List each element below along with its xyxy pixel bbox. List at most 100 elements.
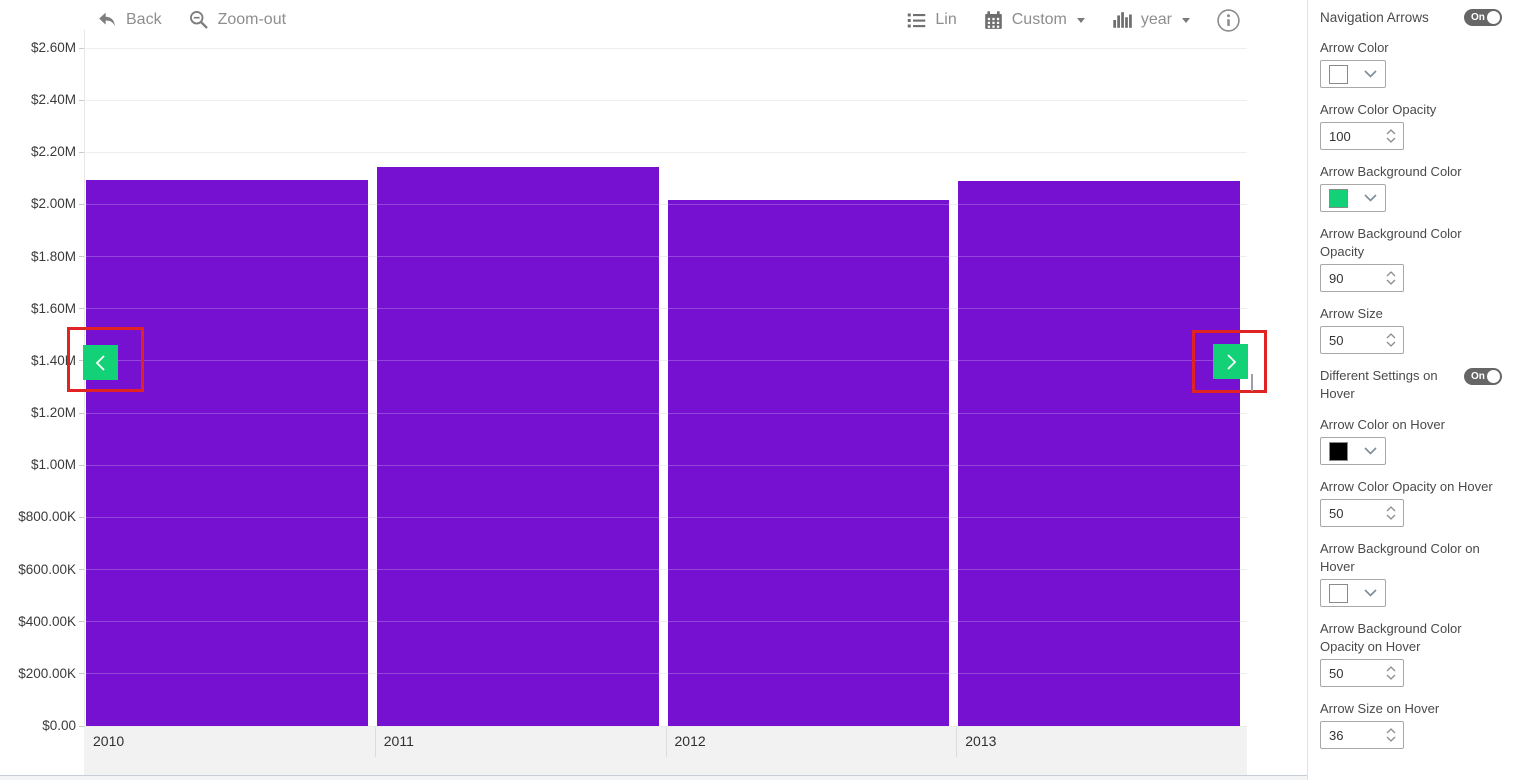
number-stepper[interactable] <box>1386 271 1396 285</box>
back-button[interactable]: Back <box>96 9 162 31</box>
date-granularity-dropdown[interactable]: Custom <box>983 10 1085 31</box>
navigation-arrows-toggle[interactable]: On <box>1464 9 1502 26</box>
arrow-bg-color-opacity-hover-input[interactable] <box>1329 665 1377 681</box>
right-arrow-highlight-box <box>1192 330 1267 393</box>
y-tick-label: $1.00M <box>30 457 76 473</box>
chevron-down-icon <box>1364 447 1377 455</box>
number-stepper[interactable] <box>1386 129 1396 143</box>
color-swatch <box>1329 583 1348 603</box>
arrow-color-opacity-input[interactable] <box>1329 128 1377 144</box>
y-tick-label: $1.20M <box>30 405 76 421</box>
y-axis-labels: $2.60M $2.40M $2.20M $2.00M $1.80M $1.60M $1.4… <box>0 40 84 733</box>
info-button[interactable] <box>1216 8 1241 33</box>
arrow-size-label: Arrow Size <box>1320 306 1383 321</box>
bar-2013[interactable] <box>958 181 1240 726</box>
chevron-left-icon <box>93 353 109 373</box>
hover-settings-toggle[interactable]: On <box>1464 368 1502 385</box>
x-tick-label: 2013 <box>965 733 997 749</box>
arrow-color-dropdown[interactable] <box>1320 60 1386 88</box>
y-tick-label: $800.00K <box>18 509 76 525</box>
arrow-bg-color-opacity-field <box>1320 264 1404 292</box>
hover-settings-label: Different Settings on Hover <box>1320 368 1438 401</box>
list-icon <box>906 10 927 31</box>
arrow-size-hover-input[interactable] <box>1329 727 1377 743</box>
arrow-color-opacity-hover-label: Arrow Color Opacity on Hover <box>1320 479 1493 494</box>
linear-scale-label: Lin <box>935 11 957 28</box>
nav-arrow-right-button[interactable] <box>1213 344 1248 379</box>
y-tick-label: $1.40M <box>30 352 76 368</box>
chevron-down-icon <box>1182 17 1190 23</box>
bar-2012[interactable] <box>667 200 950 726</box>
number-stepper[interactable] <box>1386 666 1396 680</box>
chevron-right-icon <box>1223 352 1239 372</box>
arrow-bg-color-hover-dropdown[interactable] <box>1320 579 1386 607</box>
arrow-color-opacity-label: Arrow Color Opacity <box>1320 102 1437 117</box>
arrow-size-field <box>1320 326 1404 354</box>
arrow-bg-color-dropdown[interactable] <box>1320 184 1386 212</box>
x-tick-label: 2010 <box>93 733 125 749</box>
y-tick-label: $400.00K <box>18 613 76 629</box>
arrow-size-hover-field <box>1320 721 1404 749</box>
format-panel: Navigation Arrows On Arrow Color Arrow C… <box>1307 0 1522 780</box>
arrow-color-opacity-hover-input[interactable] <box>1329 505 1377 521</box>
x-axis-strip: 2010 2011 2012 2013 <box>84 726 1247 775</box>
arrow-color-label: Arrow Color <box>1320 40 1389 55</box>
bar-2011[interactable] <box>376 167 659 726</box>
zoom-out-label: Zoom-out <box>217 11 287 28</box>
arrow-bg-color-label: Arrow Background Color <box>1320 164 1462 179</box>
year-level-dropdown[interactable]: year <box>1111 9 1190 31</box>
left-arrow-highlight-box <box>67 327 144 392</box>
linear-scale-button[interactable]: Lin <box>906 10 957 31</box>
arrow-size-hover-label: Arrow Size on Hover <box>1320 701 1440 716</box>
y-tick-label: $0.00 <box>42 718 76 733</box>
number-stepper[interactable] <box>1386 728 1396 742</box>
y-tick-label: $2.40M <box>30 92 76 108</box>
arrow-color-opacity-field <box>1320 122 1404 150</box>
y-tick-label: $2.60M <box>30 40 76 55</box>
y-tick-label: $2.20M <box>30 144 76 160</box>
number-stepper[interactable] <box>1386 333 1396 347</box>
bottom-padding <box>0 776 1522 780</box>
year-level-label: year <box>1140 11 1172 28</box>
chevron-down-icon <box>1364 194 1377 202</box>
arrow-bg-color-opacity-hover-label: Arrow Background Color Opacity on Hover <box>1320 621 1462 654</box>
bottom-divider <box>0 775 1522 776</box>
arrow-bg-color-opacity-hover-field <box>1320 659 1404 687</box>
color-swatch <box>1329 188 1348 208</box>
number-stepper[interactable] <box>1386 506 1396 520</box>
arrow-bg-color-hover-label: Arrow Background Color on Hover <box>1320 541 1480 574</box>
arrow-bg-color-opacity-label: Arrow Background Color Opacity <box>1320 226 1462 259</box>
color-swatch <box>1329 441 1348 461</box>
x-tick-label: 2011 <box>383 733 414 749</box>
bar-chart-icon <box>1111 9 1133 31</box>
chart-toolbar: Back Zoom-out Lin <box>84 0 1247 40</box>
calendar-icon <box>983 10 1004 31</box>
chevron-down-icon <box>1364 589 1377 597</box>
color-swatch <box>1329 64 1348 84</box>
panel-title: Navigation Arrows <box>1320 10 1429 25</box>
arrow-bg-color-opacity-input[interactable] <box>1329 270 1377 286</box>
y-tick-label: $1.80M <box>30 248 76 264</box>
back-label: Back <box>126 11 162 28</box>
info-icon <box>1216 8 1241 33</box>
chevron-down-icon <box>1364 70 1377 78</box>
arrow-color-hover-dropdown[interactable] <box>1320 437 1386 465</box>
x-tick-label: 2012 <box>674 733 706 749</box>
arrow-color-opacity-hover-field <box>1320 499 1404 527</box>
arrow-color-hover-label: Arrow Color on Hover <box>1320 417 1445 432</box>
y-tick-label: $200.00K <box>18 665 76 681</box>
nav-arrow-left-button[interactable] <box>83 345 118 380</box>
arrow-size-input[interactable] <box>1329 332 1377 348</box>
y-tick-label: $2.00M <box>30 196 76 212</box>
plot-area <box>84 40 1247 727</box>
toggle-knob <box>1487 370 1500 383</box>
back-arrow-icon <box>96 9 118 31</box>
chevron-down-icon <box>1076 17 1085 23</box>
zoom-out-button[interactable]: Zoom-out <box>188 9 286 31</box>
toggle-knob <box>1487 11 1500 24</box>
zoom-out-icon <box>188 9 210 31</box>
bar-2010[interactable] <box>86 179 368 726</box>
date-granularity-label: Custom <box>1011 11 1067 28</box>
y-tick-label: $600.00K <box>18 561 76 577</box>
y-tick-label: $1.60M <box>30 300 76 316</box>
